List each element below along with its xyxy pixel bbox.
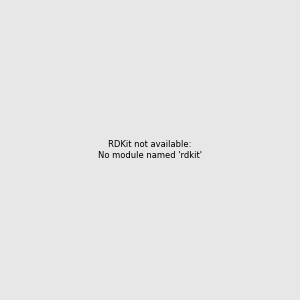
Text: RDKit not available:
No module named 'rdkit': RDKit not available: No module named 'rd…	[98, 140, 202, 160]
